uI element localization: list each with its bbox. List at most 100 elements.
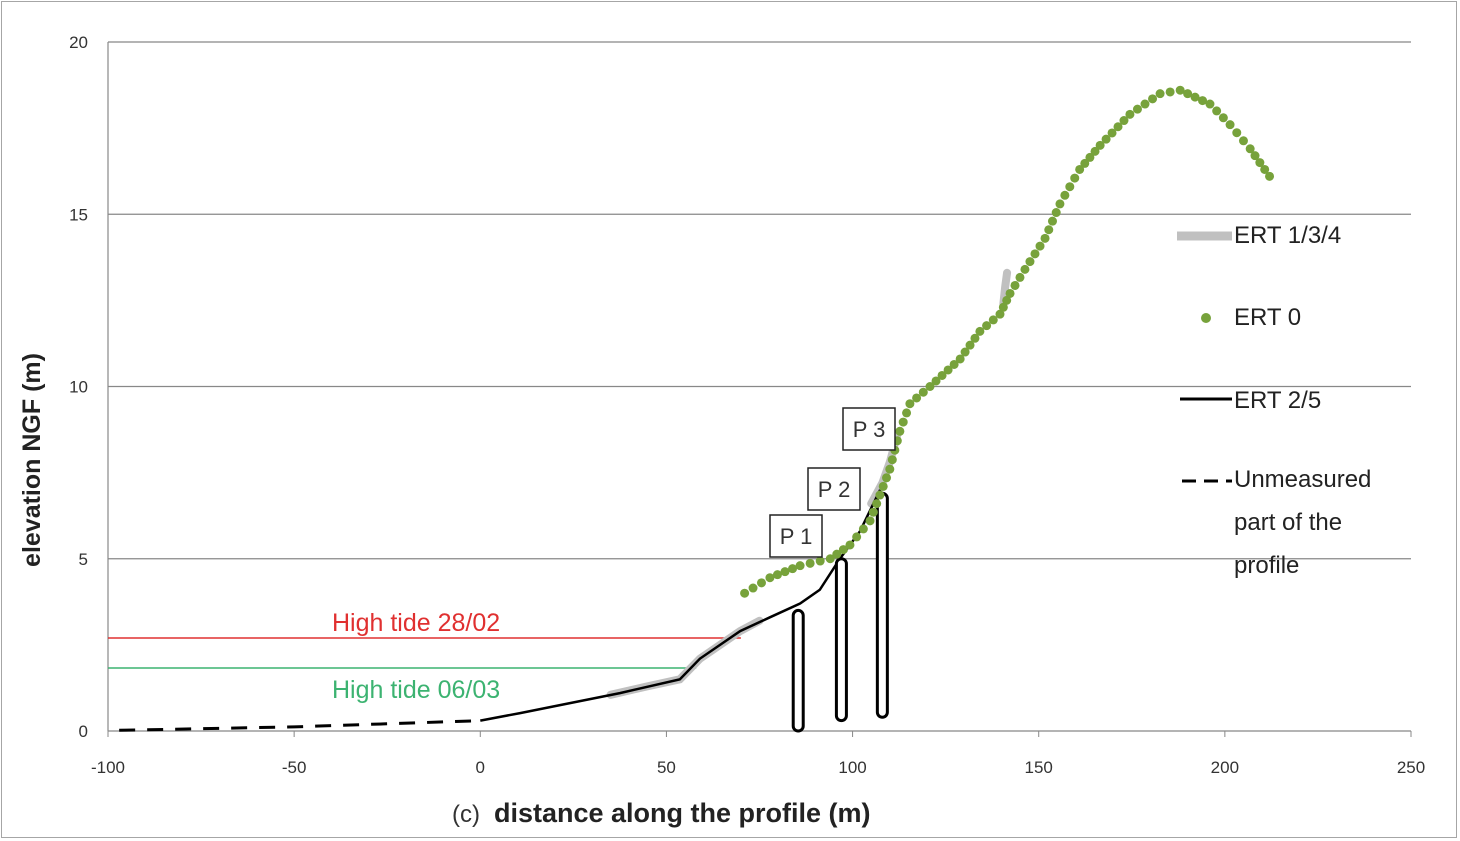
ert-0-point (1232, 128, 1242, 138)
ert-0-point (1155, 89, 1165, 99)
piezometer-label: P 3 (853, 417, 886, 442)
ert-0-point (772, 570, 782, 580)
x-axis-title: distance along the profile (m) (494, 798, 871, 828)
legend-label: ERT 0 (1234, 304, 1301, 331)
piezometer-label-box (807, 467, 861, 511)
ert-0-point (1040, 233, 1050, 243)
legend-label: part of the (1234, 509, 1342, 536)
ert-0-point (905, 399, 915, 409)
legend-label: profile (1234, 552, 1299, 579)
piezometer-label-box (842, 407, 896, 451)
piezometer-tube (834, 557, 848, 723)
x-tick-label: 50 (657, 758, 676, 777)
ert-0-point (882, 473, 892, 483)
ert-0-point (1101, 134, 1111, 144)
ert-0-point (868, 507, 878, 517)
ert-0-point (858, 524, 868, 534)
ert-0-point (965, 340, 975, 350)
ert-0-point (878, 481, 888, 491)
ert-0-point (748, 583, 758, 593)
ert-0-point (1030, 249, 1040, 259)
ert-0-point (1148, 94, 1158, 104)
ert-0-point (1183, 89, 1193, 99)
ert-0-point (949, 359, 959, 369)
ert-0-point (975, 326, 985, 336)
ert-0-point (1070, 173, 1080, 183)
ert-0-point (1080, 158, 1090, 168)
x-tick-label: 0 (476, 758, 485, 777)
ert-0-point (765, 573, 775, 583)
ert-0-point (898, 417, 908, 427)
legend-swatch-ert-0 (1201, 313, 1211, 323)
ert-0-point (1238, 136, 1248, 146)
ert-0-point (805, 558, 815, 568)
x-tick-label: 200 (1211, 758, 1239, 777)
piezometer-label-box (769, 514, 823, 558)
ert-0-point (918, 387, 928, 397)
tide-label: High tide 28/02 (332, 609, 500, 637)
piezometer-label: P 1 (780, 524, 813, 549)
ert-0-point (1051, 208, 1061, 218)
piezometer-label: P 2 (818, 477, 851, 502)
legend-label: ERT 1/3/4 (1234, 222, 1341, 249)
ert-0-point (1225, 120, 1235, 130)
x-tick-label: -50 (282, 758, 307, 777)
ert-0-point (937, 370, 947, 380)
ert-0-point (1065, 182, 1075, 192)
ert-0-point (960, 347, 970, 357)
unmeasured-dashed-line (119, 719, 481, 732)
ert-0-point (998, 302, 1008, 312)
piezometer-tube (875, 491, 889, 719)
ert-0-point (756, 578, 766, 588)
ert-0-point (1025, 257, 1035, 267)
y-tick-label: 0 (79, 722, 88, 741)
ert-0-point (1245, 144, 1255, 154)
y-axis-title: elevation NGF (m) (18, 353, 46, 567)
ert-0-point (1250, 151, 1260, 161)
ert-0-point (1140, 99, 1150, 109)
ert-0-point (780, 567, 790, 577)
ert-0-point (788, 564, 798, 574)
ert-0-point (1095, 140, 1105, 150)
legend-label: ERT 2/5 (1234, 387, 1321, 414)
panel-label: (c) (452, 801, 480, 828)
ert-0-point (1060, 190, 1070, 200)
tide-label: High tide 06/03 (332, 676, 500, 704)
ert-0-point (740, 588, 750, 598)
x-tick-label: -100 (91, 758, 125, 777)
ert-0-point (1015, 272, 1025, 282)
ert-0-point (1044, 225, 1054, 235)
ert-0-point (931, 376, 941, 386)
ert-0-point (1212, 106, 1222, 116)
y-tick-label: 10 (69, 378, 88, 397)
ert-0-point (825, 554, 835, 564)
ert-0-point (1075, 164, 1085, 174)
ert-0-point (1205, 99, 1215, 109)
ert-0-point (1198, 96, 1208, 106)
legend-label: Unmeasured (1234, 466, 1371, 493)
ert-0-point (902, 408, 912, 418)
ert-0-point (1002, 295, 1012, 305)
ert-0-point (1010, 280, 1020, 290)
ert-0-point (988, 315, 998, 325)
ert-0-point (1107, 128, 1117, 138)
ert-0-point (832, 549, 842, 559)
ert-0-point (970, 333, 980, 343)
ert-0-point (925, 382, 935, 391)
ert-0-point (1047, 216, 1057, 226)
ert-0-point (845, 540, 855, 550)
ert-0-point (852, 532, 862, 542)
ert-0-point (1085, 152, 1095, 162)
ert-0-point (1035, 241, 1045, 251)
ert-0-point (1119, 116, 1129, 126)
ert-0-point (995, 309, 1005, 319)
ert-0-point (895, 426, 905, 436)
ert-0-point (1165, 87, 1175, 97)
ert-0-point (838, 545, 848, 555)
ert-0-point (1175, 85, 1185, 95)
ert-0-point (982, 321, 992, 331)
ert-0-point (1260, 164, 1270, 174)
ert-0-point (887, 455, 897, 465)
piezometer-tube (791, 608, 805, 733)
